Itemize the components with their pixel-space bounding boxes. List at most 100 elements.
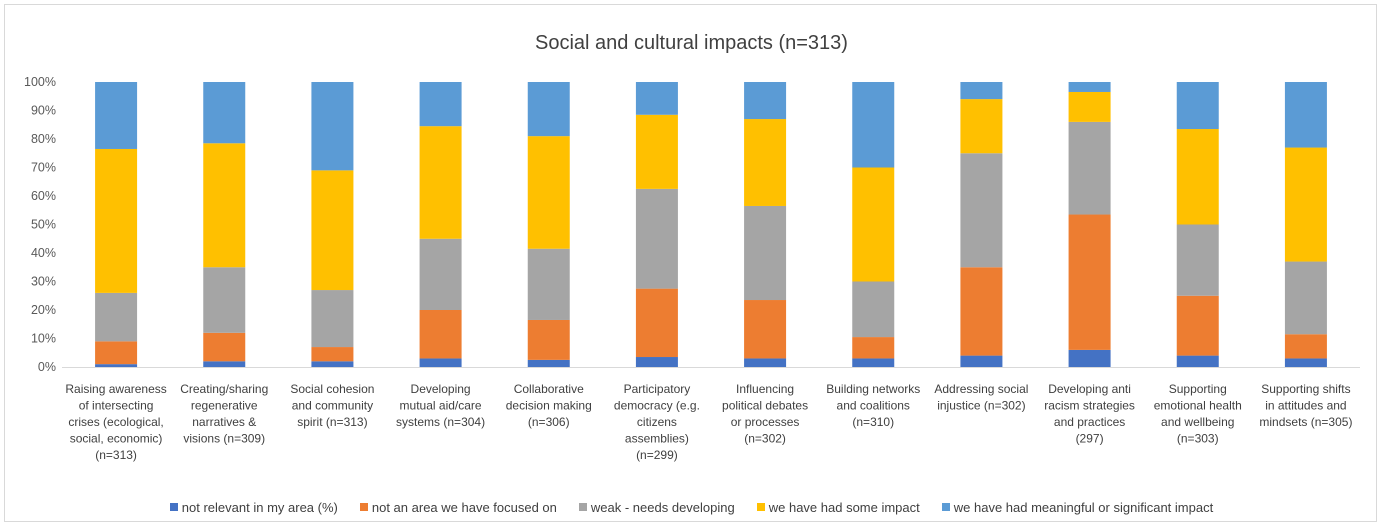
bar-segment <box>311 347 354 362</box>
bar-segment <box>203 143 246 268</box>
bar-segment <box>311 361 354 367</box>
legend-swatch <box>756 503 765 511</box>
chart-title: Social and cultural impacts (n=313) <box>535 32 848 54</box>
bar-segment <box>960 82 1003 100</box>
legend-label: not relevant in my area (%) <box>181 499 338 515</box>
x-axis-categories: Raising awareness of intersecting crises (… <box>65 382 1352 462</box>
y-tick-label: 100% <box>24 75 56 89</box>
bar-segment <box>960 355 1003 367</box>
bar-segment <box>95 364 138 367</box>
bar-segment <box>419 126 462 239</box>
legend-label: not an area we have focused on <box>371 499 557 515</box>
x-category-label: Building networks and coalitions (n=310) <box>826 382 920 429</box>
bar-segment <box>1176 224 1219 296</box>
bar-segment <box>419 310 462 359</box>
bar-segment <box>1068 121 1111 215</box>
bar-segment <box>960 99 1003 154</box>
x-category-label: Influencing political debates or processes… <box>722 382 808 446</box>
x-category-label: Developing anti racism strategies and prac… <box>1044 382 1135 446</box>
bar-segment <box>1284 261 1327 335</box>
bar-segment <box>960 153 1003 268</box>
bar-segment <box>1176 295 1219 356</box>
bar-segment <box>1284 358 1327 367</box>
bar-segment <box>1068 214 1111 350</box>
legend-swatch <box>169 503 178 511</box>
y-tick-label: 80% <box>31 132 56 146</box>
bars <box>95 82 1327 367</box>
bar-segment <box>852 337 895 359</box>
bar-segment <box>203 267 246 333</box>
bar-segment <box>419 358 462 367</box>
bar-segment <box>95 82 138 149</box>
bar-segment <box>744 358 787 367</box>
legend-swatch <box>941 503 950 511</box>
bar-segment <box>852 167 895 282</box>
x-category-label: Collaborative decision making (n=306) <box>506 382 592 429</box>
bar-segment <box>1284 82 1327 148</box>
y-tick-label: 90% <box>31 104 56 118</box>
x-category-label: Social cohesion and community spirit (n=31… <box>290 382 374 429</box>
legend-label: weak - needs developing <box>590 499 735 515</box>
bar-segment <box>311 82 354 171</box>
bar-segment <box>635 288 678 358</box>
legend-item: we have had some impact <box>756 497 920 517</box>
x-category-label: Raising awareness of intersecting crises (… <box>65 382 166 462</box>
bar-segment <box>419 238 462 310</box>
y-tick-label: 0% <box>38 360 56 374</box>
bar-segment <box>1176 82 1219 130</box>
legend-swatch <box>359 503 368 511</box>
bar-segment <box>635 357 678 367</box>
bar-segment <box>744 300 787 359</box>
bar-segment <box>852 281 895 338</box>
bar-segment <box>203 361 246 367</box>
bar-segment <box>311 290 354 348</box>
bar-segment <box>635 114 678 189</box>
bar-segment <box>527 319 570 360</box>
bar-segment <box>95 341 138 365</box>
bar-segment <box>960 267 1003 356</box>
legend-item: not an area we have focused on <box>359 497 557 517</box>
x-category-label: Addressing social injustice (n=302) <box>934 382 1028 413</box>
bar-segment <box>527 82 570 137</box>
bar-segment <box>311 170 354 291</box>
bar-segment <box>527 136 570 249</box>
y-tick-label: 10% <box>31 332 56 346</box>
bar-segment <box>744 119 787 206</box>
x-category-label: Supporting shifts in attitudes and mindset… <box>1259 382 1352 429</box>
bar-segment <box>635 82 678 115</box>
y-tick-label: 40% <box>31 246 56 260</box>
bar-segment <box>1284 147 1327 262</box>
legend-label: we have had meaningful or significant im… <box>953 499 1214 515</box>
x-category-label: Developing mutual aid/care systems (n=304) <box>396 382 485 429</box>
bar-segment <box>1176 129 1219 225</box>
bar-segment <box>527 248 570 320</box>
bar-segment <box>744 205 787 301</box>
y-tick-label: 20% <box>31 303 56 317</box>
bar-segment <box>95 148 138 293</box>
y-tick-label: 30% <box>31 275 56 289</box>
x-category-label: Creating/sharing regenerative narratives &… <box>180 382 268 446</box>
bar-segment <box>1068 82 1111 92</box>
bar-segment <box>1176 355 1219 367</box>
bar-segment <box>1068 349 1111 367</box>
y-tick-label: 70% <box>31 161 56 175</box>
bar-segment <box>1284 334 1327 359</box>
bar-segment <box>744 82 787 120</box>
legend-label: we have had some impact <box>768 499 920 515</box>
bar-segment <box>852 358 895 367</box>
y-tick-label: 50% <box>31 218 56 232</box>
bar-segment <box>95 292 138 342</box>
bar-segment <box>203 332 246 362</box>
x-category-label: Participatory democracy (e.g. citizens asse… <box>614 382 700 462</box>
legend-item: we have had meaningful or significant im… <box>941 497 1214 517</box>
y-tick-label: 60% <box>31 189 56 203</box>
legend-item: weak - needs developing <box>578 497 735 517</box>
bar-segment <box>635 188 678 289</box>
bar-segment <box>419 82 462 127</box>
legend-item: not relevant in my area (%) <box>169 497 338 517</box>
bar-segment <box>852 82 895 168</box>
bar-segment <box>527 359 570 367</box>
x-category-label: Supporting emotional health and wellbeing(… <box>1154 382 1242 446</box>
bar-segment <box>203 82 246 144</box>
